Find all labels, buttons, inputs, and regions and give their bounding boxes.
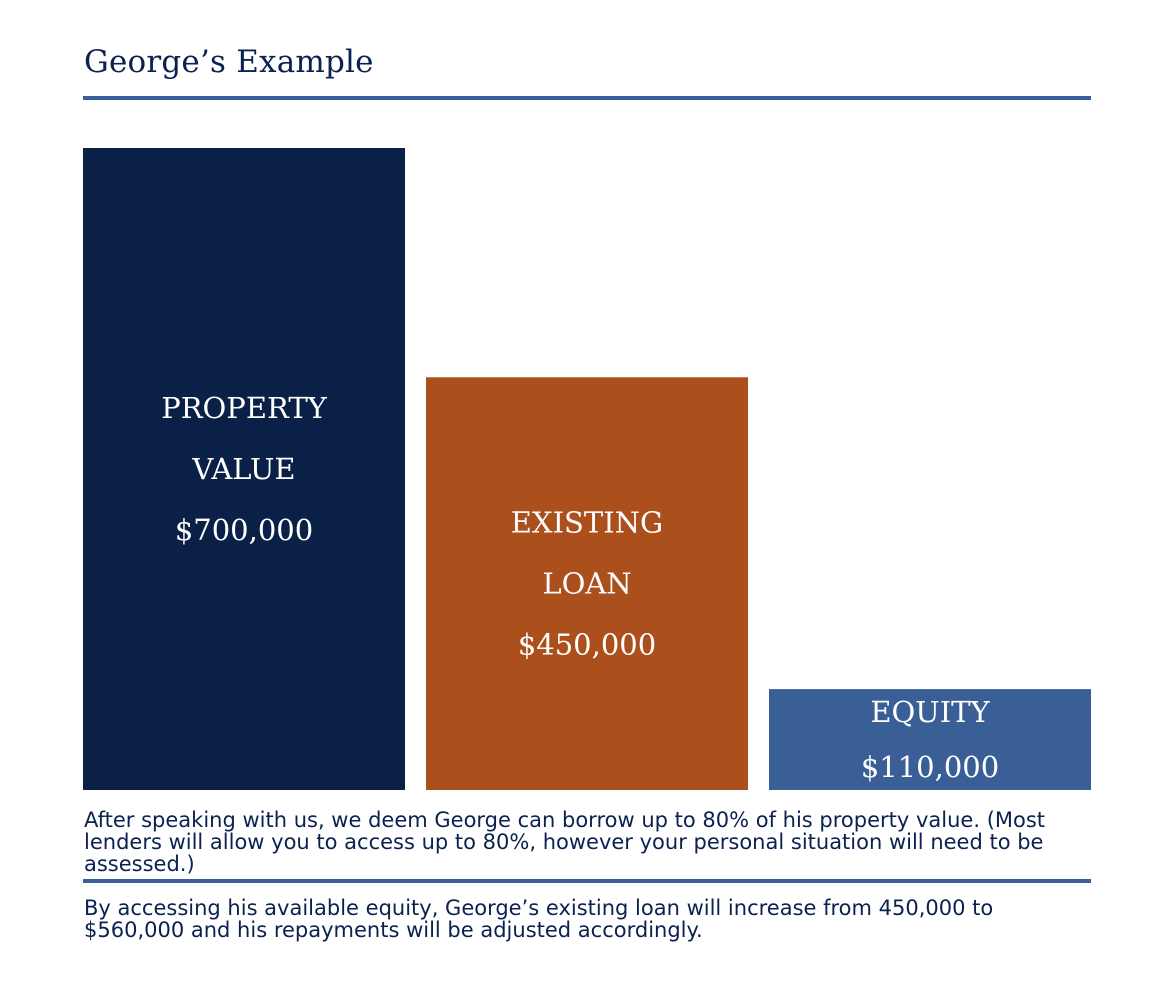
bar-category-label: VALUE xyxy=(191,452,295,486)
bar-chart: PROPERTY VALUE $700,000 EXISTING LOAN $450,00… xyxy=(83,148,1091,790)
bar-equity xyxy=(769,689,1091,790)
bar-property-value xyxy=(83,148,405,790)
section-divider xyxy=(83,879,1091,883)
bar-value-label: $450,000 xyxy=(518,628,656,662)
outcome-paragraph: By accessing his available equity, Georg… xyxy=(84,896,994,942)
explanation-paragraph: After speaking with us, we deem George c… xyxy=(84,808,1046,876)
bar-category-label: LOAN xyxy=(542,567,631,601)
bar-category-label: PROPERTY xyxy=(161,391,327,425)
bar-value-label: $110,000 xyxy=(861,750,999,784)
title-divider xyxy=(83,96,1091,100)
bar-value-label: $700,000 xyxy=(175,513,313,547)
bar-category-label: EXISTING xyxy=(511,506,663,540)
bar-existing-loan xyxy=(426,377,748,790)
bar-category-label: EQUITY xyxy=(870,695,990,729)
page-title: George’s Example xyxy=(84,44,374,80)
